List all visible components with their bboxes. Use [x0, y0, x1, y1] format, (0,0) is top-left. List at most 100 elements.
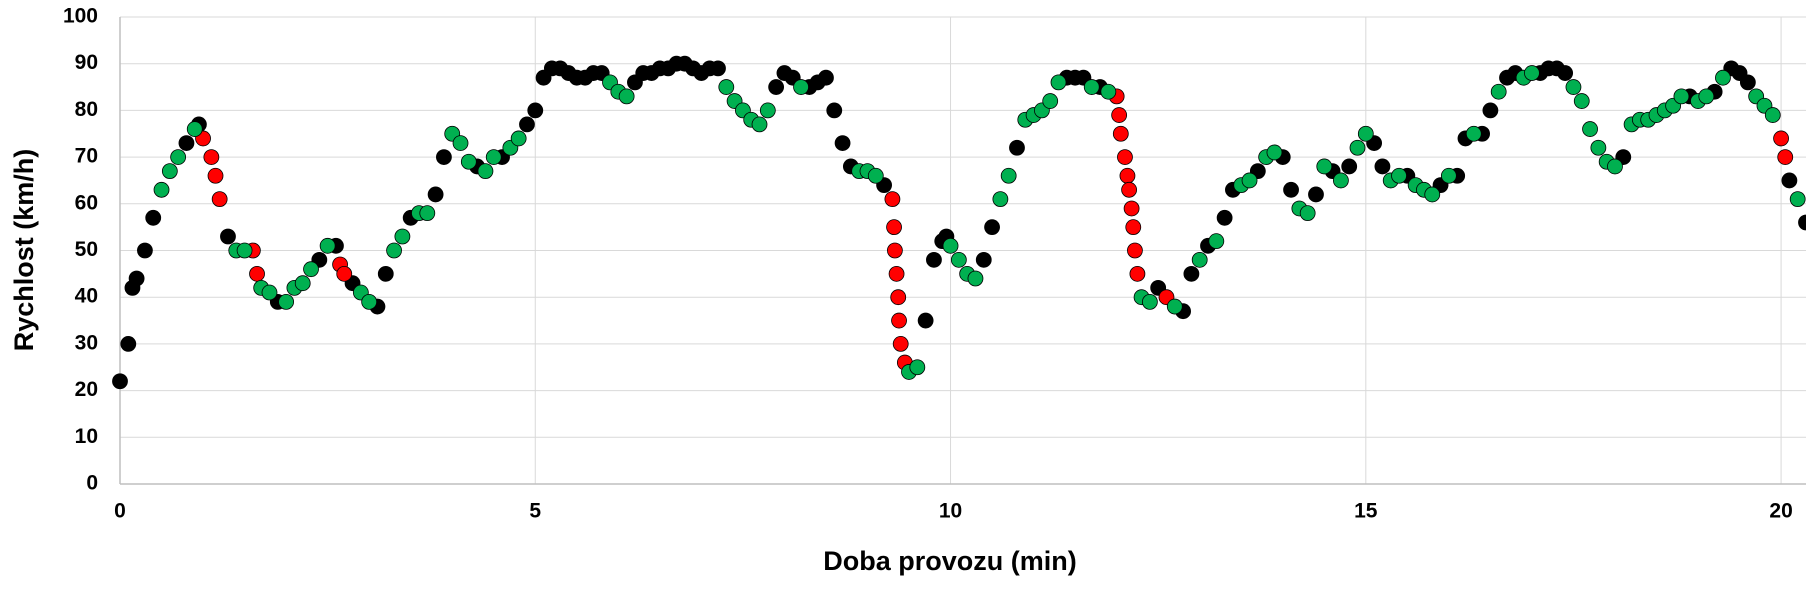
data-point [386, 242, 402, 259]
data-point [485, 149, 502, 166]
y-tick-label: 40 [75, 285, 98, 308]
y-tick-label: 20 [75, 378, 98, 401]
data-point [1009, 139, 1025, 156]
data-point [527, 102, 544, 119]
data-point [1216, 209, 1233, 226]
data-point [759, 102, 776, 119]
data-point [1349, 139, 1366, 156]
data-point [394, 228, 411, 245]
y-tick-label: 80 [75, 98, 98, 121]
data-point [1299, 205, 1316, 222]
data-point [1308, 186, 1324, 203]
y-tick-label: 90 [75, 51, 98, 74]
y-tick-label: 100 [63, 5, 98, 28]
data-point [1100, 83, 1117, 100]
data-point [1698, 88, 1715, 105]
data-point [153, 181, 170, 198]
data-point [294, 275, 311, 292]
data-point [1524, 65, 1540, 81]
data-point [1789, 191, 1806, 208]
data-point [377, 265, 394, 282]
data-point [161, 163, 178, 180]
data-point [1582, 121, 1598, 137]
data-point [793, 79, 809, 95]
data-point [112, 373, 128, 390]
data-point [510, 130, 527, 147]
data-point [1166, 298, 1183, 315]
data-point [1440, 167, 1457, 184]
data-point [186, 121, 203, 137]
data-point [1112, 125, 1129, 142]
data-point [170, 149, 187, 166]
data-point [1490, 83, 1507, 100]
data-point [826, 102, 843, 119]
data-point [249, 265, 265, 282]
data-point [261, 284, 278, 301]
data-point [519, 116, 535, 133]
data-point [361, 293, 378, 310]
data-point [1121, 181, 1138, 198]
data-point [1117, 149, 1133, 166]
data-point [1129, 265, 1146, 282]
data-point [128, 270, 145, 287]
data-point [818, 69, 834, 86]
data-point [203, 149, 220, 166]
data-point [1241, 172, 1258, 189]
data-point [1083, 79, 1100, 95]
data-point [1191, 251, 1208, 268]
data-point [1316, 158, 1333, 175]
plot-area [112, 55, 1806, 390]
data-point [1764, 107, 1781, 123]
data-point [1000, 167, 1017, 184]
x-tick-label: 5 [529, 500, 541, 523]
data-point [886, 219, 902, 236]
data-point [975, 251, 992, 268]
data-point [891, 312, 907, 329]
data-point [1590, 139, 1607, 156]
data-point [967, 270, 984, 287]
data-point [909, 359, 926, 376]
y-tick-label: 10 [75, 425, 98, 448]
data-point [1266, 144, 1283, 161]
data-point [768, 79, 785, 95]
data-point [942, 237, 959, 254]
data-point [1739, 74, 1756, 91]
data-point [950, 251, 967, 268]
data-point [1391, 167, 1407, 184]
data-point [1119, 167, 1136, 184]
data-point [1777, 149, 1794, 166]
data-point [1773, 130, 1789, 147]
data-point [992, 191, 1009, 208]
data-point [834, 135, 851, 151]
data-point [1424, 186, 1441, 203]
data-point [1208, 233, 1225, 250]
y-axis-title: Rychlost (km/h) [9, 149, 39, 352]
data-point [718, 79, 735, 95]
data-point [890, 289, 907, 306]
data-point [1341, 158, 1358, 175]
data-point [886, 242, 903, 259]
y-tick-label: 0 [86, 472, 98, 495]
data-point [1557, 65, 1574, 81]
data-point [1127, 242, 1143, 259]
data-point [145, 209, 162, 226]
data-point [1798, 214, 1806, 231]
data-point [917, 312, 934, 329]
data-point [710, 60, 726, 77]
data-point [319, 237, 336, 254]
data-point [888, 265, 905, 282]
data-point [1715, 69, 1731, 86]
data-point [452, 135, 469, 151]
data-point [1573, 93, 1590, 109]
data-point [460, 153, 477, 170]
data-point [1565, 79, 1582, 95]
data-point [477, 163, 494, 180]
data-point [303, 261, 319, 278]
x-tick-label: 0 [114, 500, 126, 523]
data-point [120, 335, 137, 352]
y-tick-label: 60 [75, 191, 98, 214]
data-point [137, 242, 153, 259]
data-point [984, 219, 1000, 236]
data-point [336, 265, 353, 282]
